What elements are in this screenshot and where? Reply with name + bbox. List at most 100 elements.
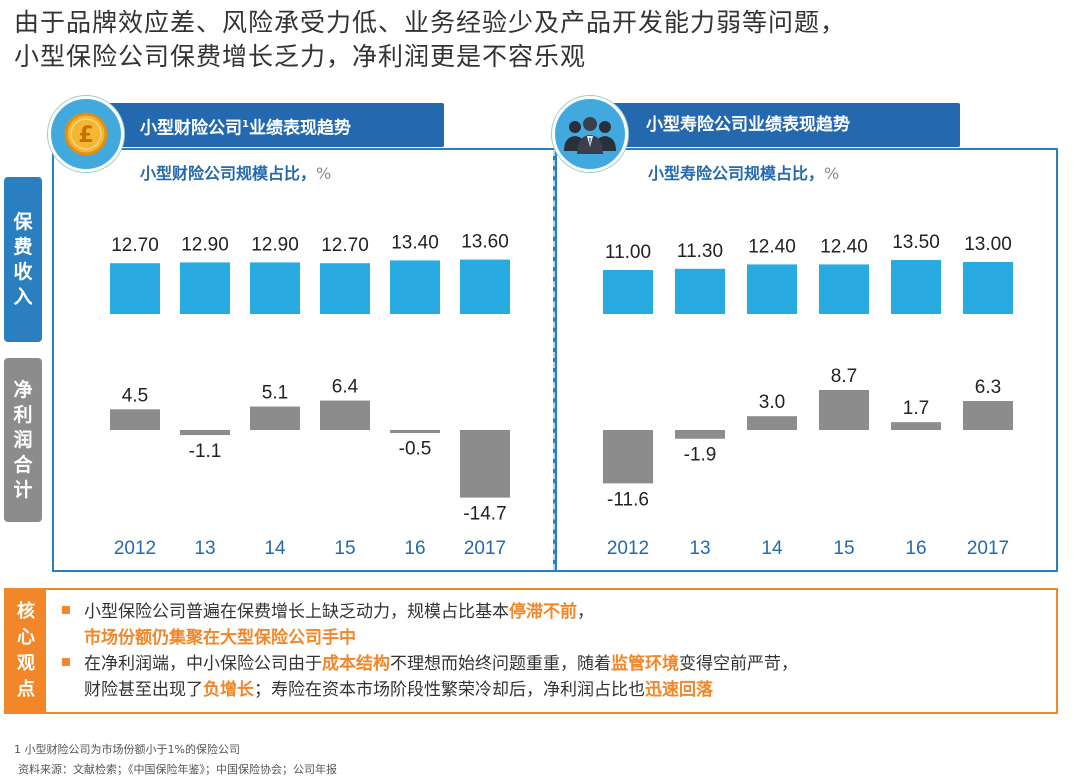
profit-bar (320, 400, 370, 430)
premium-bar (250, 262, 300, 314)
profit-label-char: 计 (13, 478, 33, 501)
premium-bar (891, 260, 941, 314)
category-tick-label: 13 (689, 538, 710, 559)
bullet-text: 小型保险公司普遍在保费增长上缺乏动力，规模占比基本 (84, 602, 509, 622)
premium-label-char: 保 (13, 210, 33, 233)
panel-divider (553, 150, 555, 570)
bullet-square-icon (62, 658, 70, 666)
profit-bar (747, 416, 797, 430)
bullet-text: 变得空前严苛， (679, 654, 798, 674)
right-subtitle-text: 小型寿险公司规模占比， (648, 164, 825, 183)
category-tick-label: 2017 (967, 538, 1009, 559)
profit-bar (603, 430, 653, 484)
right-panel-tab: 小型寿险公司业绩表现趋势 (604, 103, 960, 147)
source-note: 资料来源：文献检索；《中国保险年鉴》；中国保险协会；公司年报 (18, 763, 337, 776)
page-title: 由于品牌效应差、风险承受力低、业务经验少及产品开发能力弱等问题， 小型保险公司保… (14, 6, 846, 74)
premium-label-char: 收 (13, 260, 33, 283)
svg-text:£: £ (78, 123, 93, 148)
profit-value-label: 6.3 (975, 377, 1001, 398)
right-tab-title: 小型寿险公司业绩表现趋势 (646, 115, 850, 135)
premium-bar (963, 262, 1013, 314)
left-tab-title: 小型财险公司 (140, 118, 242, 139)
highlight-text: 市场份额仍集聚在大型保险公司手中 (84, 628, 356, 648)
bullet-text: ；寿险在资本市场阶段性繁荣冷却后，净利润占比也 (254, 680, 645, 700)
profit-bar (110, 409, 160, 430)
premium-value-label: 13.50 (892, 232, 940, 253)
left-panel-tab: 小型财险公司1业绩表现趋势 (100, 103, 444, 147)
premium-value-label: 13.00 (964, 234, 1012, 255)
premium-value-label: 11.30 (677, 241, 723, 262)
category-tick-label: 16 (905, 538, 926, 559)
profit-value-label: 4.5 (122, 385, 148, 406)
right-subtitle-unit: % (824, 164, 840, 183)
profit-bar (963, 401, 1013, 430)
profit-label-char: 合 (13, 453, 33, 476)
business-people-icon (552, 96, 628, 172)
right-chart-subtitle: 小型寿险公司规模占比，% (648, 160, 839, 184)
profit-row-label: 净 利 润 合 计 (4, 358, 42, 522)
key-insights-box: 核 心 观 点 小型保险公司普遍在保费增长上缺乏动力，规模占比基本停滞不前， 市… (4, 588, 1058, 714)
profit-value-label: 3.0 (759, 392, 785, 413)
left-subtitle-text: 小型财险公司规模占比， (140, 164, 317, 183)
bullet-2: 在净利润端，中小保险公司由于成本结构不理想而始终问题重重，随着监管环境变得空前严… (62, 651, 798, 677)
category-tick-label: 14 (761, 538, 783, 559)
profit-label-char: 净 (13, 378, 33, 401)
premium-value-label: 12.70 (321, 235, 369, 256)
insight-label-char: 点 (17, 679, 35, 700)
category-tick-label: 2012 (607, 538, 649, 559)
profit-bar (390, 430, 440, 433)
premium-value-label: 13.60 (461, 232, 509, 253)
highlight-text: 成本结构 (322, 654, 390, 674)
insight-bullets: 小型保险公司普遍在保费增长上缺乏动力，规模占比基本停滞不前， 市场份额仍集聚在大… (62, 599, 798, 703)
premium-value-label: 13.40 (391, 232, 439, 253)
highlight-text: 负增长 (203, 680, 254, 700)
profit-value-label: -1.1 (189, 441, 222, 462)
bullet-text: ， (577, 602, 594, 622)
profit-value-label: -14.7 (463, 504, 506, 525)
bullet-2-line-2: 财险甚至出现了负增长；寿险在资本市场阶段性繁荣冷却后，净利润占比也迅速回落 (62, 677, 798, 703)
premium-value-label: 12.70 (111, 235, 159, 256)
category-tick-label: 15 (833, 538, 854, 559)
profit-value-label: -1.9 (684, 445, 717, 466)
profit-bar (250, 406, 300, 430)
highlight-text: 停滞不前 (509, 602, 577, 622)
left-subtitle-unit: % (316, 164, 332, 183)
premium-bar (390, 260, 440, 314)
profit-value-label: -0.5 (399, 438, 432, 459)
premium-bar (675, 268, 725, 314)
bullet-1: 小型保险公司普遍在保费增长上缺乏动力，规模占比基本停滞不前， (62, 599, 798, 625)
insight-label-char: 观 (17, 653, 35, 674)
premium-bar (603, 270, 653, 314)
profit-bar (819, 389, 869, 430)
profit-value-label: 8.7 (831, 366, 857, 387)
premium-value-label: 12.40 (748, 236, 796, 257)
footnote-marker: 1 (242, 119, 249, 130)
bullet-square-icon (62, 606, 70, 614)
premium-bar (320, 263, 370, 314)
profit-bar (460, 430, 510, 498)
category-tick-label: 13 (194, 538, 215, 559)
premium-bar (747, 264, 797, 314)
premium-value-label: 12.90 (251, 234, 299, 255)
left-tab-suffix: 业绩表现趋势 (248, 118, 351, 139)
left-chart-subtitle: 小型财险公司规模占比，% (140, 160, 331, 184)
profit-bar (675, 430, 725, 439)
profit-value-label: 6.4 (332, 377, 359, 398)
bullet-text: 在净利润端，中小保险公司由于 (84, 654, 322, 674)
highlight-text: 迅速回落 (645, 680, 713, 700)
right-panel-frame (555, 148, 1058, 572)
bullet-1-line-2: 市场份额仍集聚在大型保险公司手中 (62, 625, 798, 651)
premium-label-char: 费 (13, 235, 33, 258)
bullet-text: 不理想而始终问题重重，随着 (390, 654, 611, 674)
pound-coin-icon: £ (48, 96, 124, 172)
insight-label-char: 心 (17, 627, 35, 648)
premium-row-label: 保 费 收 入 (4, 177, 42, 342)
premium-value-label: 12.40 (820, 236, 868, 257)
profit-bar (891, 422, 941, 430)
title-line-2: 小型保险公司保费增长乏力，净利润更是不容乐观 (14, 42, 587, 71)
profit-bar (180, 430, 230, 436)
profit-value-label: -11.6 (607, 489, 649, 510)
bullet-text: 财险甚至出现了 (84, 680, 203, 700)
profit-label-char: 润 (13, 428, 33, 451)
